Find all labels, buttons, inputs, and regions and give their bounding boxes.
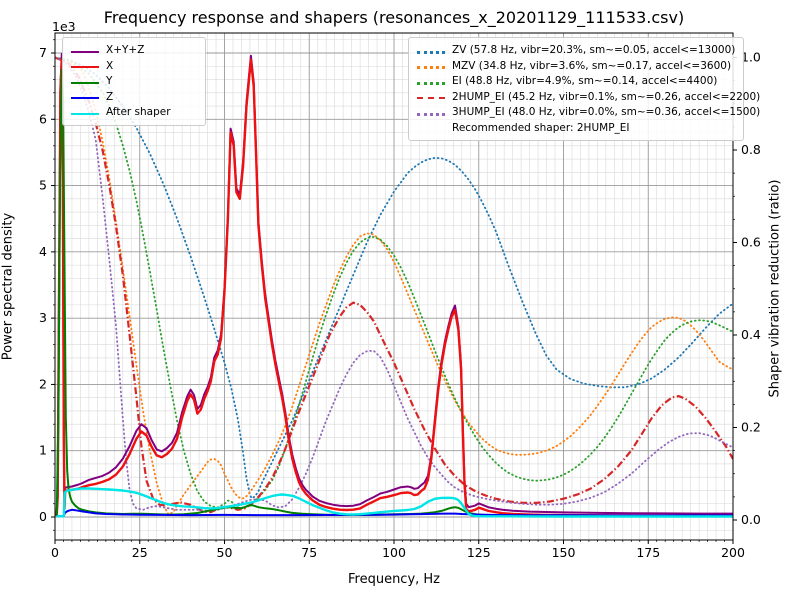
psd-line-Z xyxy=(56,508,733,518)
legend-item-recommended: Recommended shaper: 2HUMP_EI xyxy=(417,121,735,137)
shaper-line-MZV xyxy=(55,56,733,516)
tick-label: 125 xyxy=(467,545,491,560)
tick-label: 6 xyxy=(39,111,47,126)
legend-label: 3HUMP_EI (48.0 Hz, vibr=0.0%, sm~=0.36, … xyxy=(452,106,761,118)
x-axis-label: Frequency, Hz xyxy=(347,572,441,587)
y-axis-left-label: Power spectral density xyxy=(0,212,16,361)
psd-legend: X+Y+Z X Y Z After shaper xyxy=(62,37,206,126)
legend-label: X xyxy=(106,59,114,72)
legend-label: Y xyxy=(106,75,113,87)
tick-label: 3 xyxy=(39,310,47,325)
shaper-legend: ZV (57.8 Hz, vibr=20.3%, sm~=0.05, accel… xyxy=(408,37,760,141)
legend-item-x: X xyxy=(71,59,197,75)
tick-label: 0.0 xyxy=(741,512,761,527)
tick-label: 0 xyxy=(51,545,59,560)
shaper-line-2HUMP_EI xyxy=(55,56,733,514)
tick-label: 1.0 xyxy=(741,50,761,65)
chart-title: Frequency response and shapers (resonanc… xyxy=(103,8,685,27)
legend-item-y: Y xyxy=(71,74,197,90)
tick-label: 200 xyxy=(721,545,745,560)
tick-label: 25 xyxy=(132,545,148,560)
tick-label: 150 xyxy=(552,545,576,560)
psd-line-X xyxy=(55,58,733,517)
legend-label: Z xyxy=(106,90,114,103)
legend-item-xyz: X+Y+Z xyxy=(71,43,197,59)
tick-label: 4 xyxy=(39,244,47,259)
legend-label: MZV (34.8 Hz, vibr=3.6%, sm~=0.17, accel… xyxy=(452,59,732,72)
legend-label: ZV (57.8 Hz, vibr=20.3%, sm~=0.05, accel… xyxy=(452,44,736,56)
series-lines xyxy=(55,52,733,518)
y-axis-right-label: Shaper vibration reduction (ratio) xyxy=(767,179,783,398)
legend-item-2hump-ei: 2HUMP_EI (45.2 Hz, vibr=0.1%, sm~=0.26, … xyxy=(417,90,760,106)
legend-label: 2HUMP_EI (45.2 Hz, vibr=0.1%, sm~=0.26, … xyxy=(452,90,761,103)
tick-label: 0.4 xyxy=(741,327,761,342)
tick-label: 50 xyxy=(217,545,233,560)
legend-item-after-shaper: After shaper xyxy=(71,105,197,121)
legend-item-ei: EI (48.8 Hz, vibr=4.9%, sm~=0.14, accel<… xyxy=(417,74,735,90)
shaper-line-3HUMP_EI xyxy=(55,56,733,512)
tick-label: 175 xyxy=(636,545,660,560)
psd-line-After xyxy=(56,487,733,518)
legend-label: EI (48.8 Hz, vibr=4.9%, sm~=0.14, accel<… xyxy=(452,75,718,87)
tick-label: 0.2 xyxy=(741,420,761,435)
legend-item-3hump-ei: 3HUMP_EI (48.0 Hz, vibr=0.0%, sm~=0.36, … xyxy=(417,105,760,121)
tick-label: 2 xyxy=(39,376,47,391)
tick-label: 0.8 xyxy=(741,142,761,157)
legend-item-mzv: MZV (34.8 Hz, vibr=3.6%, sm~=0.17, accel… xyxy=(417,59,735,75)
legend-item-z: Z xyxy=(71,90,197,106)
legend-item-zv: ZV (57.8 Hz, vibr=20.3%, sm~=0.05, accel… xyxy=(417,43,735,59)
tick-label: 75 xyxy=(301,545,317,560)
legend-label: After shaper xyxy=(106,106,171,118)
tick-label: 0.6 xyxy=(741,235,761,250)
recommended-shaper-text: Recommended shaper: 2HUMP_EI xyxy=(452,121,630,134)
axes: 0 25 50 75 100 125 150 175 200 0 1 2 3 4 5 6 7 0.0 0.2 0.4 0… xyxy=(39,32,761,560)
y-axis-offset-text: 1e3 xyxy=(52,19,76,34)
tick-label: 1 xyxy=(39,443,47,458)
legend-label: X+Y+Z xyxy=(106,44,145,56)
tick-label: 0 xyxy=(39,509,47,524)
tick-label: 7 xyxy=(39,45,47,60)
tick-label: 5 xyxy=(39,178,47,193)
tick-label: 100 xyxy=(382,545,406,560)
shaper-line-EI xyxy=(55,56,733,510)
